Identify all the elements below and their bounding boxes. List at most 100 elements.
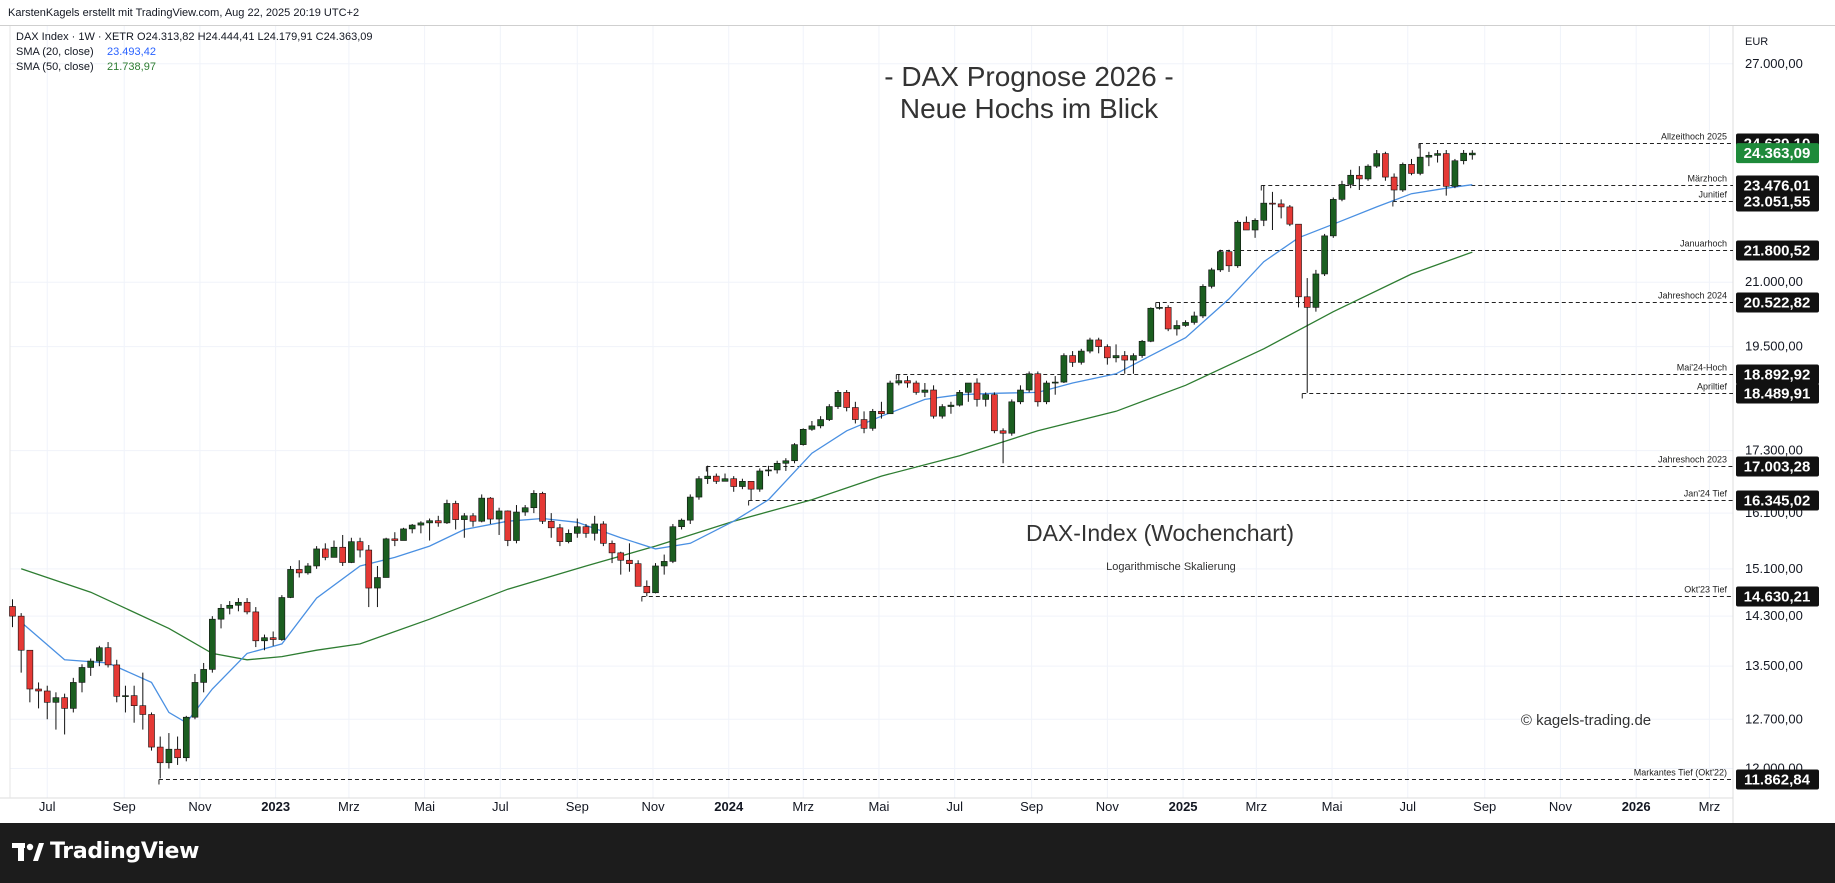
- candle-body: [539, 493, 546, 522]
- candle: [573, 518, 581, 538]
- x-tick-label: Mai: [868, 799, 889, 814]
- candle-body: [382, 538, 390, 578]
- level-label: Junitief: [1698, 190, 1727, 200]
- x-tick-label: Sep: [566, 799, 589, 814]
- candle: [965, 382, 972, 402]
- candle: [1017, 385, 1024, 405]
- candle-body: [1364, 165, 1372, 180]
- candle: [43, 685, 51, 720]
- legend-sma50-value: 21.738,97: [107, 61, 156, 73]
- candle-body: [1208, 269, 1215, 287]
- legend-symbol-line: DAX Index · 1W · XETR O24.313,82 H24.444…: [16, 31, 373, 43]
- candle-body: [547, 520, 555, 529]
- candle: [330, 540, 338, 558]
- candle: [591, 515, 598, 541]
- candle-body: [1156, 307, 1163, 309]
- candle-body: [70, 682, 77, 709]
- candle: [1277, 199, 1285, 219]
- candle: [1243, 216, 1250, 231]
- candle: [1225, 249, 1233, 272]
- x-tick-label: Jul: [946, 799, 963, 814]
- candle: [400, 527, 407, 541]
- candle-body: [791, 444, 798, 462]
- level-price-tag: [1736, 191, 1819, 212]
- y-tick-label: 12.700,00: [1745, 711, 1803, 726]
- candle: [1425, 151, 1433, 167]
- legend-sma20-label[interactable]: SMA (20, close): [16, 46, 94, 58]
- level-price-tag-text: 23.051,55: [1744, 194, 1811, 211]
- candle: [1034, 371, 1042, 407]
- level-price-tag: [1736, 240, 1819, 261]
- level-label: Märzhoch: [1687, 174, 1727, 184]
- x-tick-label: Mai: [1322, 799, 1343, 814]
- candle-body: [1060, 355, 1068, 383]
- candle-body: [1121, 355, 1129, 361]
- candle-body: [739, 481, 746, 487]
- chart-background: [0, 26, 1835, 823]
- candle-body: [1173, 325, 1181, 330]
- candle-body: [200, 669, 207, 683]
- candle-body: [96, 647, 103, 662]
- candle: [817, 416, 824, 429]
- candle: [626, 543, 633, 572]
- candle: [756, 468, 764, 492]
- candle: [1217, 249, 1224, 272]
- candle-body: [339, 546, 346, 563]
- y-tick-label: 15.100,00: [1745, 561, 1803, 576]
- candle: [991, 392, 998, 434]
- candle: [608, 540, 616, 564]
- candle-body: [434, 520, 442, 524]
- candle: [504, 510, 512, 547]
- candle-body: [130, 695, 138, 706]
- candle: [408, 523, 416, 534]
- candle-body: [608, 543, 616, 554]
- candle: [156, 736, 164, 779]
- candle: [382, 537, 390, 578]
- candle: [600, 521, 607, 547]
- candle: [1347, 169, 1354, 189]
- candle: [313, 546, 320, 569]
- candle: [1025, 371, 1033, 393]
- candle-body: [678, 519, 685, 528]
- level-price-tag: [1736, 586, 1819, 607]
- candle: [226, 601, 234, 615]
- candle: [1156, 302, 1163, 310]
- candle: [556, 523, 564, 547]
- candle: [1104, 344, 1111, 365]
- level-price-tag-text: 21.800,52: [1744, 243, 1811, 260]
- candle-body: [156, 746, 164, 764]
- chart-canvas[interactable]: - DAX Prognose 2026 - Neue Hochs im Blic…: [0, 26, 1835, 823]
- candle: [582, 523, 590, 538]
- candle: [1390, 173, 1398, 202]
- candle-body: [643, 585, 651, 594]
- x-tick-label: Nov: [1096, 799, 1120, 814]
- chart-title: - DAX Prognose 2026 -: [884, 61, 1174, 92]
- candle: [417, 521, 425, 534]
- candle-body: [35, 688, 42, 692]
- price-axis[interactable]: 27.000,0021.000,0019.500,0017.300,0016.1…: [1745, 56, 1803, 776]
- level-price-tag: [1736, 490, 1819, 511]
- candle-body: [869, 411, 877, 429]
- candle-body: [956, 392, 963, 406]
- candle-body: [104, 647, 112, 666]
- candle: [339, 534, 346, 566]
- center-label: DAX-Index (Wochenchart): [1026, 520, 1294, 546]
- candle: [1182, 320, 1189, 327]
- x-tick-label: Mrz: [338, 799, 360, 814]
- candle-body: [1190, 315, 1198, 323]
- candle: [860, 411, 868, 434]
- y-tick-label: 14.300,00: [1745, 608, 1803, 623]
- x-tick-label: Jul: [1399, 799, 1416, 814]
- x-tick-label: Jul: [492, 799, 509, 814]
- candle-body: [782, 460, 790, 464]
- candle-body: [487, 497, 494, 520]
- candle-body: [322, 548, 329, 558]
- tradingview-logo[interactable]: TradingView: [12, 839, 199, 864]
- candle: [852, 401, 859, 424]
- candle-body: [947, 404, 955, 407]
- candlesticks: [9, 143, 1476, 779]
- legend-sma50-label[interactable]: SMA (50, close): [16, 61, 94, 73]
- time-axis[interactable]: Jul Sep Nov 2023 Mrz Mai Jul Sep Nov 2024 Mrz Mai Ju…: [39, 799, 1720, 814]
- level-label: Januarhoch: [1680, 239, 1727, 249]
- chart-frame[interactable]: - DAX Prognose 2026 - Neue Hochs im Blic…: [0, 26, 1835, 823]
